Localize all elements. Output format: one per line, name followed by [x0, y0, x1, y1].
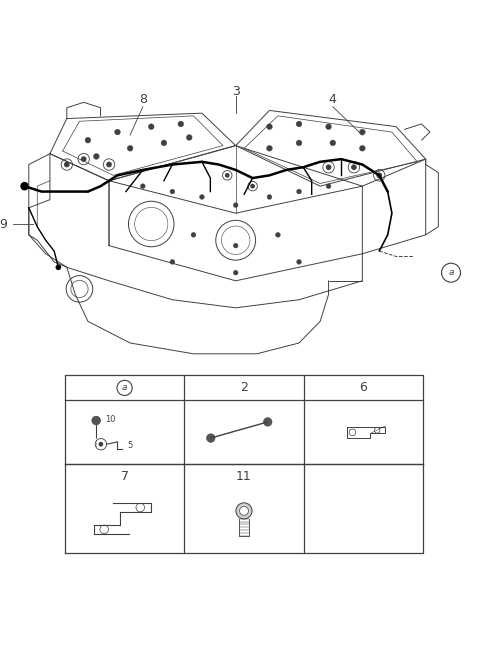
Text: 3: 3 — [232, 85, 240, 98]
Circle shape — [266, 146, 272, 151]
Circle shape — [117, 380, 132, 396]
Circle shape — [161, 140, 167, 146]
Circle shape — [326, 124, 331, 129]
Circle shape — [233, 270, 238, 275]
Circle shape — [178, 121, 184, 127]
Circle shape — [360, 146, 365, 151]
Text: a: a — [122, 383, 127, 392]
Circle shape — [136, 503, 144, 512]
Circle shape — [200, 195, 204, 199]
Circle shape — [103, 159, 115, 170]
Circle shape — [141, 184, 145, 188]
Circle shape — [85, 137, 91, 143]
Circle shape — [170, 189, 175, 194]
Circle shape — [297, 260, 301, 264]
Text: 10: 10 — [105, 415, 115, 424]
Circle shape — [225, 173, 229, 178]
Text: 9: 9 — [0, 218, 7, 230]
Text: 11: 11 — [236, 470, 252, 483]
Circle shape — [236, 502, 252, 519]
Circle shape — [64, 161, 70, 167]
Circle shape — [266, 124, 272, 129]
Circle shape — [148, 124, 154, 129]
Text: 8: 8 — [139, 93, 147, 106]
Text: 5: 5 — [127, 441, 132, 449]
Circle shape — [323, 161, 334, 173]
Circle shape — [250, 184, 255, 188]
Circle shape — [170, 260, 175, 264]
Circle shape — [223, 171, 232, 180]
Circle shape — [351, 165, 357, 170]
Circle shape — [376, 173, 382, 178]
Circle shape — [115, 129, 120, 135]
Circle shape — [442, 263, 460, 282]
Circle shape — [100, 525, 108, 533]
Circle shape — [98, 442, 103, 447]
Circle shape — [127, 146, 133, 151]
Circle shape — [248, 182, 257, 191]
Circle shape — [267, 195, 272, 199]
Circle shape — [326, 165, 331, 170]
Circle shape — [56, 264, 61, 270]
Circle shape — [106, 161, 112, 167]
Text: 7: 7 — [120, 470, 129, 483]
Circle shape — [20, 182, 29, 190]
Circle shape — [296, 121, 302, 127]
Text: 6: 6 — [360, 381, 367, 394]
Text: 2: 2 — [240, 381, 248, 394]
Circle shape — [297, 189, 301, 194]
Circle shape — [94, 154, 99, 159]
Circle shape — [233, 243, 238, 248]
Circle shape — [191, 232, 196, 237]
Text: 4: 4 — [329, 93, 337, 106]
Circle shape — [78, 154, 89, 165]
Circle shape — [95, 438, 107, 450]
Circle shape — [240, 506, 249, 516]
Circle shape — [186, 134, 192, 140]
Circle shape — [61, 159, 72, 170]
Circle shape — [296, 140, 302, 146]
Circle shape — [360, 129, 365, 135]
Circle shape — [264, 418, 272, 426]
Circle shape — [276, 232, 280, 237]
Circle shape — [348, 161, 360, 173]
Circle shape — [233, 203, 238, 207]
Circle shape — [349, 429, 356, 436]
Circle shape — [326, 184, 331, 188]
Circle shape — [330, 140, 336, 146]
Circle shape — [206, 434, 215, 442]
Circle shape — [374, 428, 380, 433]
Circle shape — [373, 170, 385, 181]
Circle shape — [81, 156, 86, 162]
Text: a: a — [448, 268, 454, 277]
Circle shape — [92, 417, 100, 425]
